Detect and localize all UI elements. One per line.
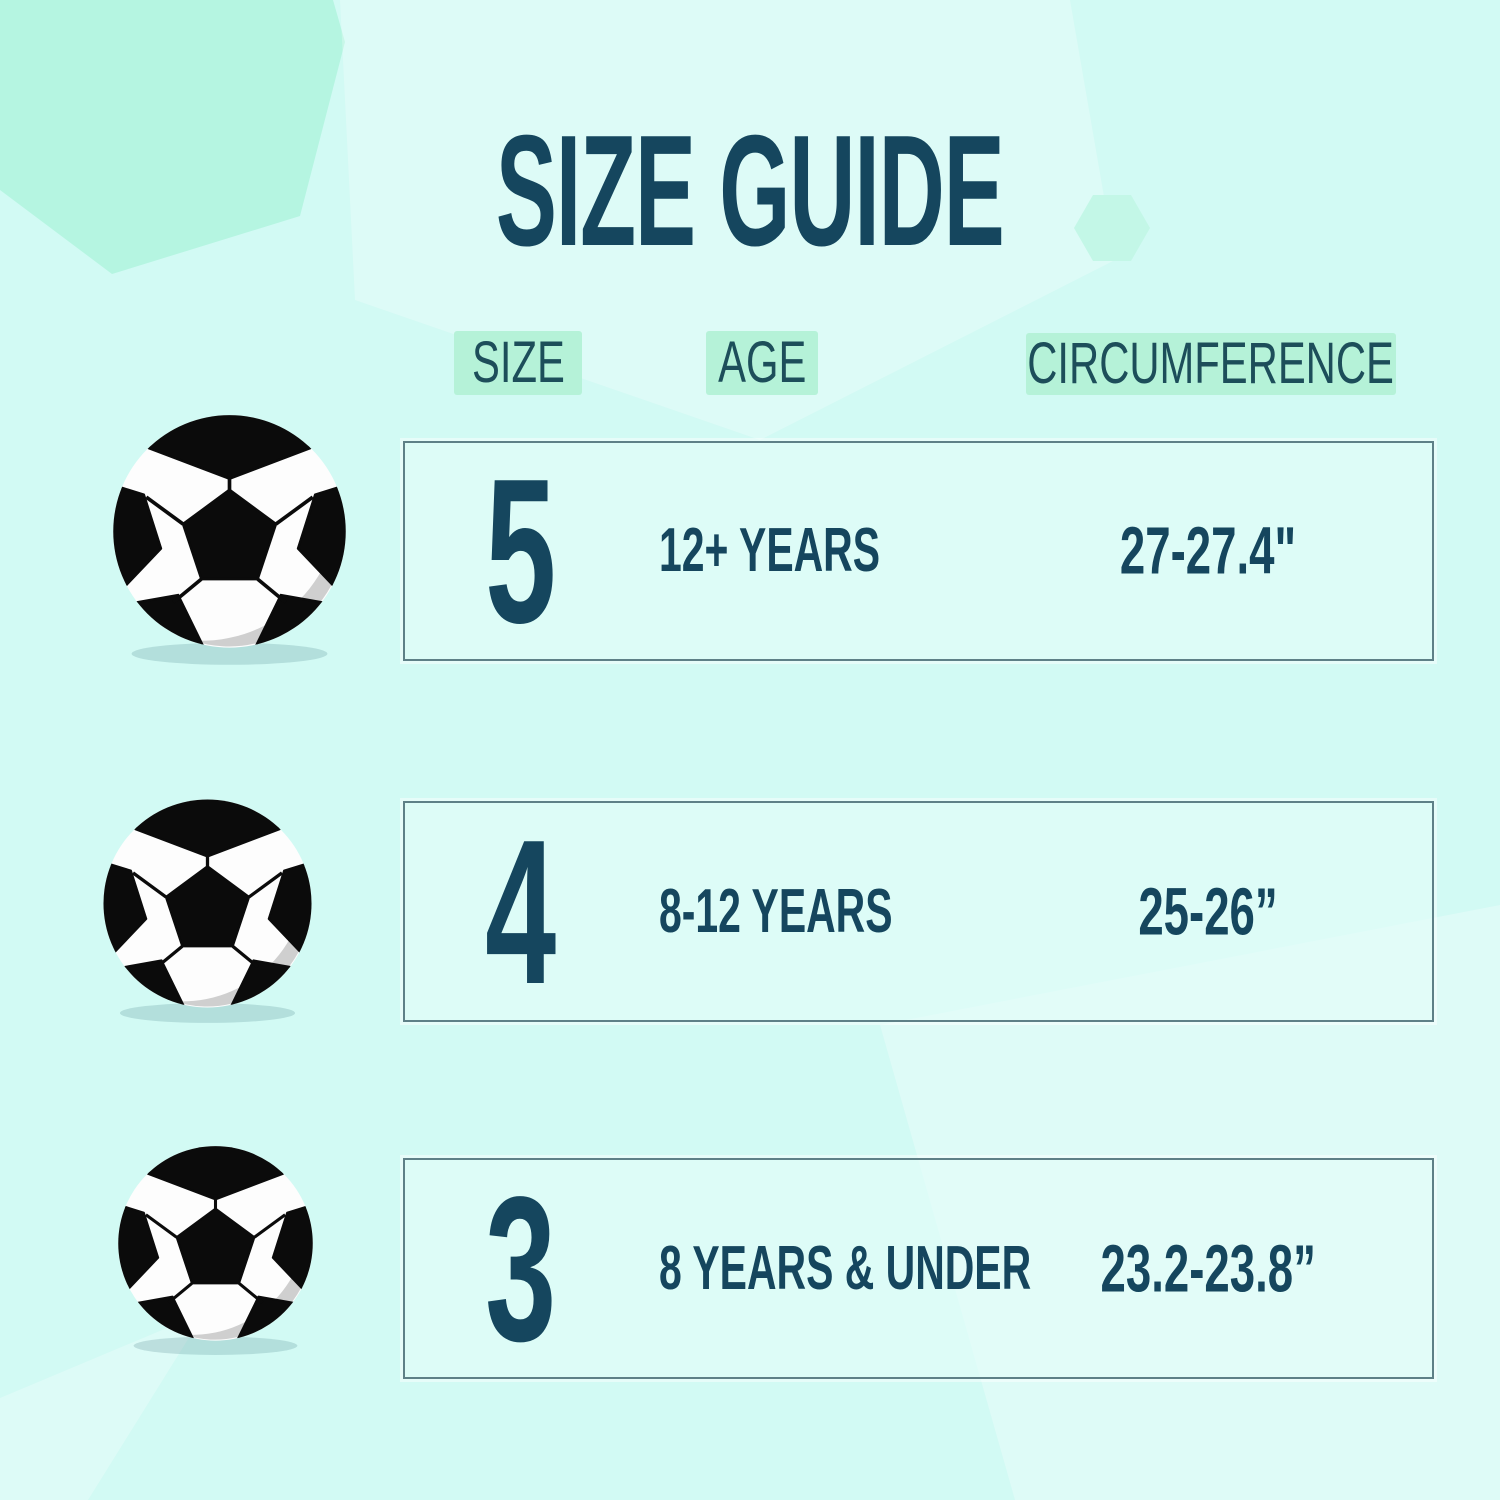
background-light-polygon-bottom-left bbox=[0, 1312, 205, 1500]
column-header-size: SIZE bbox=[454, 331, 582, 395]
table-row-size-3: 3 8 YEARS & UNDER 23.2-23.8” bbox=[403, 1158, 1434, 1379]
circumference-value: 23.2-23.8” bbox=[1100, 1231, 1316, 1306]
background-hexagon-top-left bbox=[0, 0, 345, 274]
soccer-ball-icon bbox=[107, 409, 352, 666]
size-value: 4 bbox=[485, 796, 557, 1027]
column-header-age: AGE bbox=[706, 331, 818, 395]
background-light-polygon-title bbox=[340, 0, 1115, 440]
age-value: 8 YEARS & UNDER bbox=[659, 1233, 1032, 1303]
circumference-value: 27-27.4" bbox=[1119, 513, 1297, 589]
circumference-value: 25-26” bbox=[1138, 874, 1278, 949]
column-header-size-label: SIZE bbox=[471, 330, 565, 395]
column-header-circumference-label: CIRCUMFERENCE bbox=[1027, 331, 1395, 396]
size-value: 3 bbox=[485, 1153, 557, 1384]
soccer-ball-icon bbox=[113, 1141, 318, 1356]
column-header-circumference: CIRCUMFERENCE bbox=[1026, 333, 1396, 395]
soccer-ball-icon bbox=[98, 794, 317, 1024]
page-title: SIZE GUIDE bbox=[496, 103, 1005, 279]
age-value: 8-12 YEARS bbox=[659, 876, 893, 946]
table-row-size-4: 4 8-12 YEARS 25-26” bbox=[403, 801, 1434, 1022]
age-value: 12+ YEARS bbox=[659, 516, 881, 585]
size-value: 5 bbox=[485, 436, 557, 666]
background-hexagon-small bbox=[1074, 195, 1150, 261]
column-header-age-label: AGE bbox=[717, 330, 807, 395]
table-row-size-5: 5 12+ YEARS 27-27.4" bbox=[403, 441, 1434, 661]
